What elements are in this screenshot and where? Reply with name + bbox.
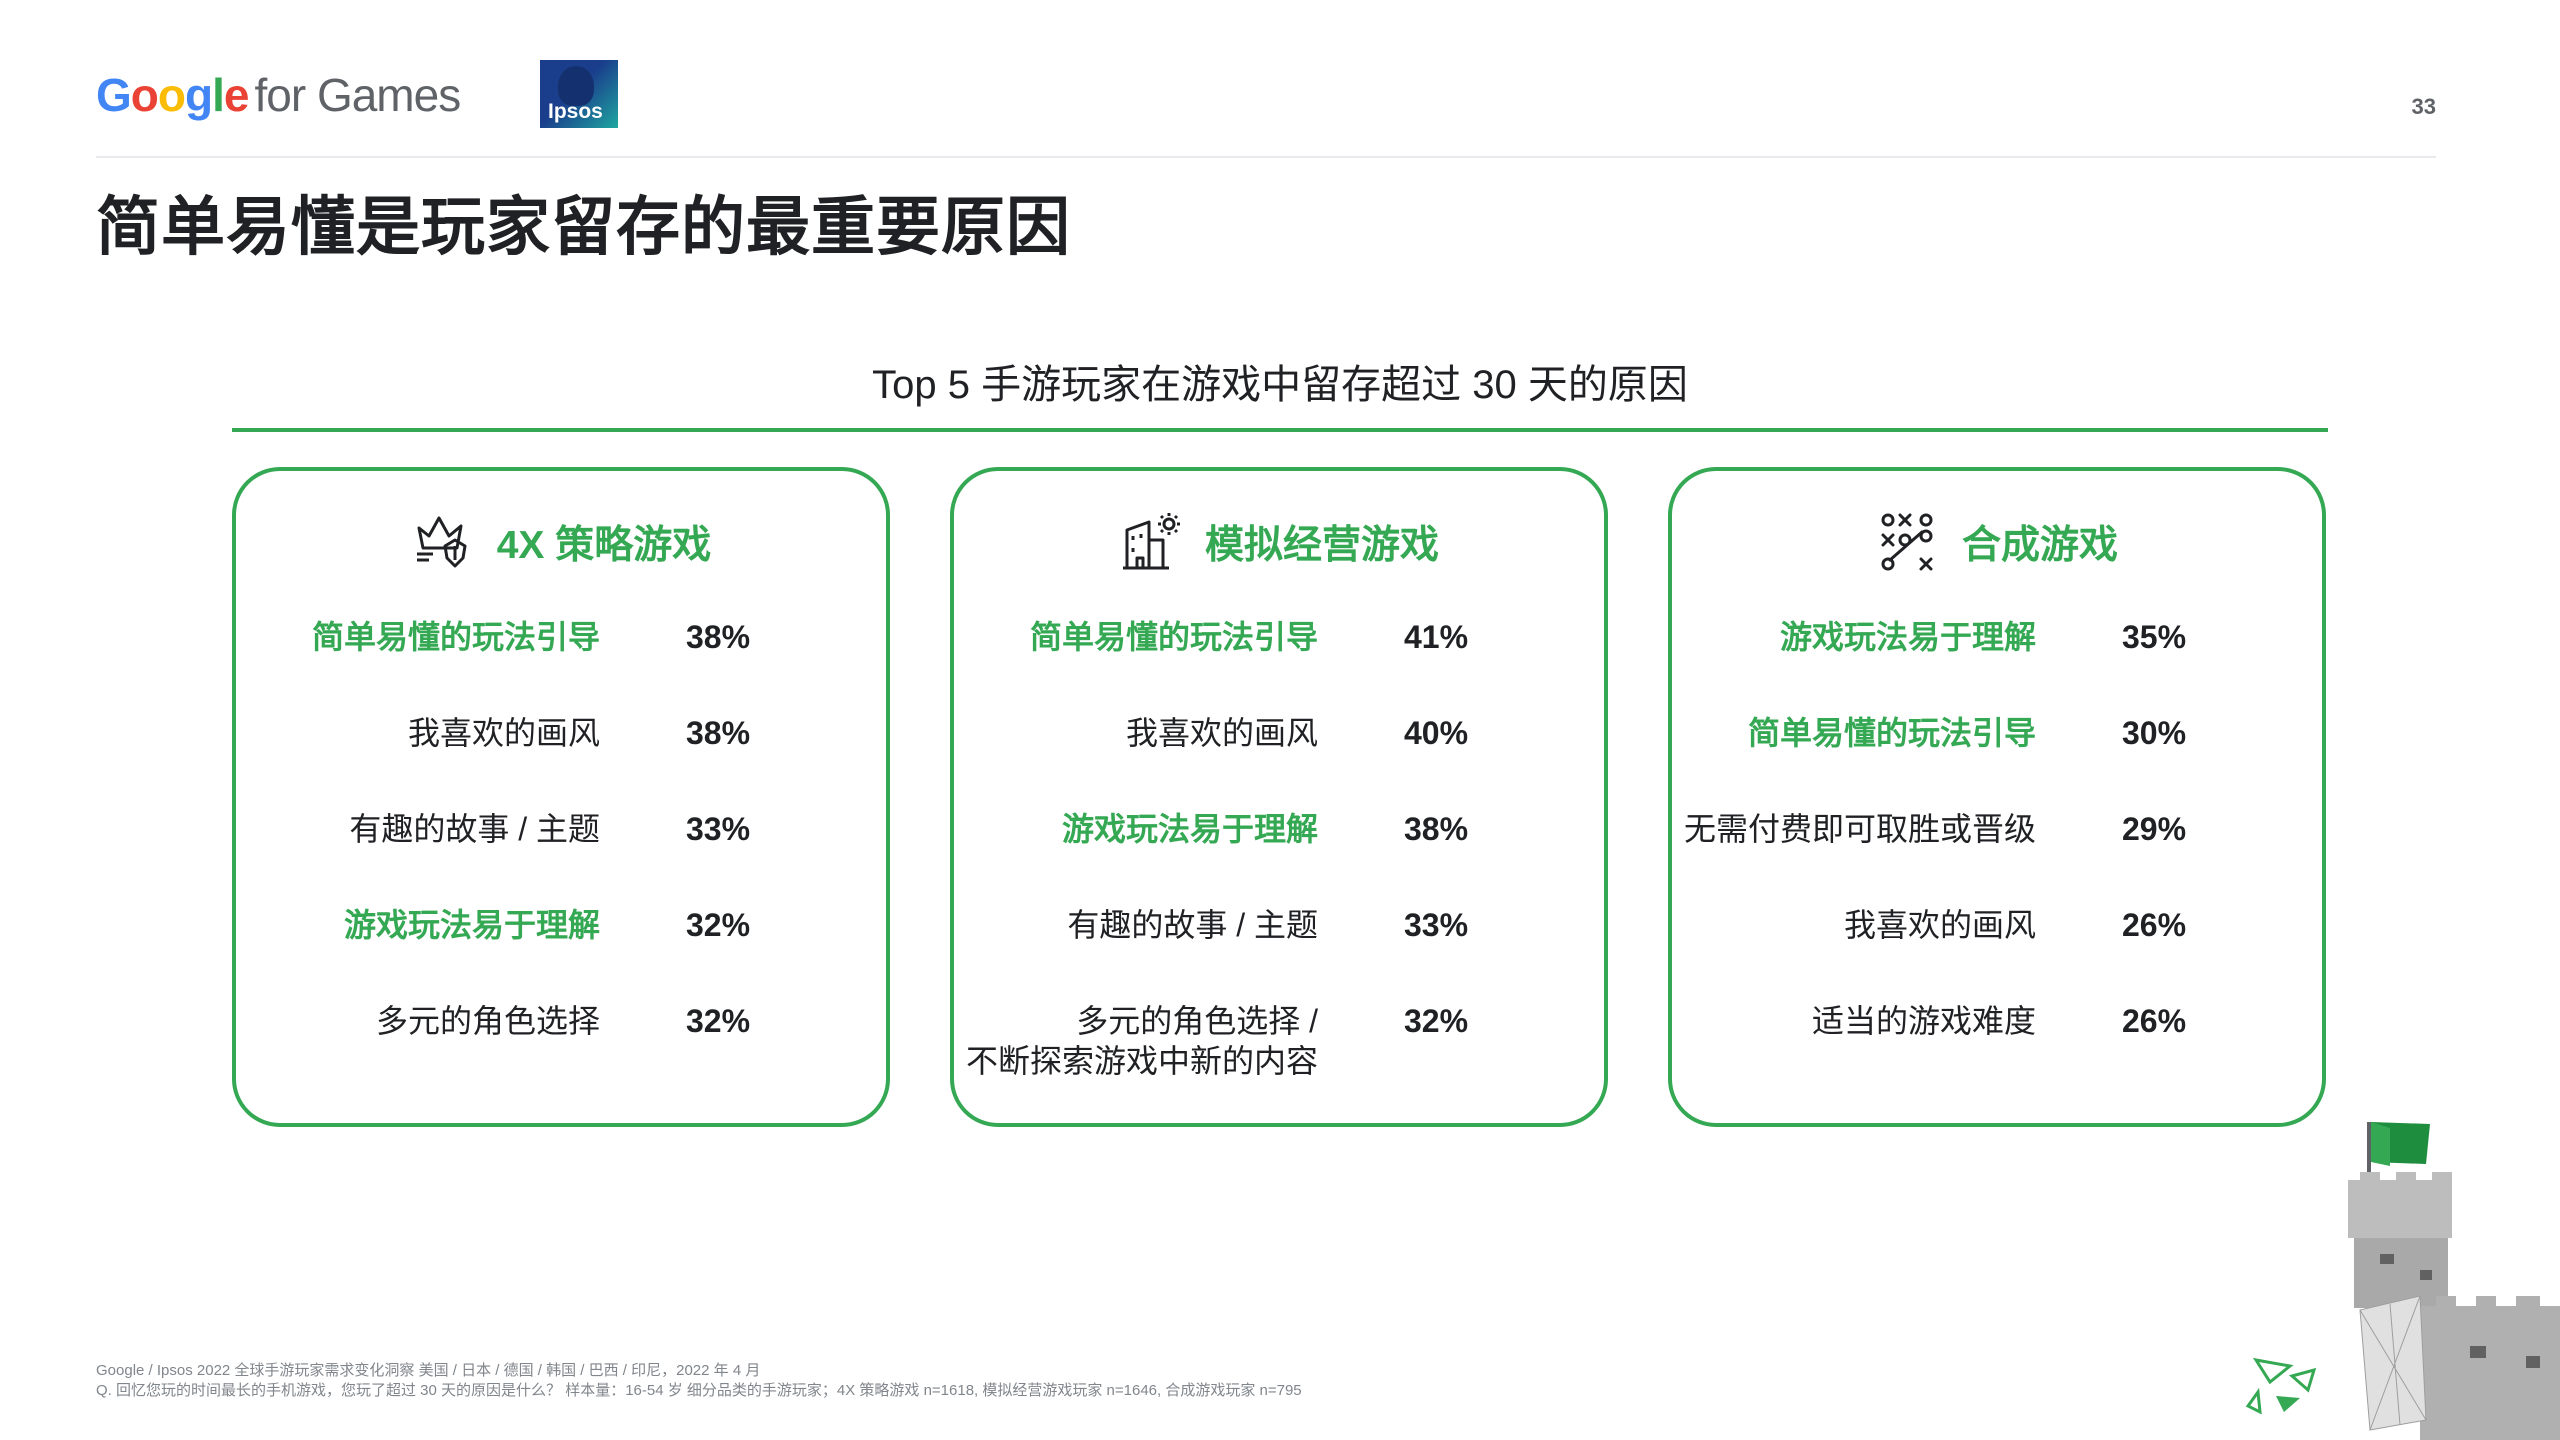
lower-battlement [2420,1296,2560,1440]
tower-window [2470,1346,2486,1358]
reason-percent: 38% [686,715,751,751]
reason-label: 多元的角色选择 [375,1003,600,1039]
tower-battlement [2348,1172,2452,1238]
reason-percent: 38% [686,619,751,655]
card-header: 4X 策略游戏 [236,507,886,577]
castle-illustration [2245,1122,2560,1440]
reason-label-line2: 不断探索游戏中新的内容 [965,1043,1318,1079]
tower-window [2380,1254,2394,1264]
reason-label: 我喜欢的画风 [1125,715,1318,751]
green-triangle [2288,1367,2317,1393]
reason-label: 简单易懂的玩法引导 [311,619,600,655]
building-sun-icon [1122,513,1180,570]
tic-tac-toe-icon [1881,513,1933,571]
reason-label: 我喜欢的画风 [407,715,600,751]
card-header: 模拟经营游戏 [954,507,1604,577]
reason-percent: 29% [2122,811,2187,847]
green-triangle [2252,1357,2294,1385]
reason-percent: 32% [686,907,751,943]
header-divider [96,156,2436,158]
footnote-line: Q. 回忆您玩的时间最长的手机游戏，您玩了超过 30 天的原因是什么？ 样本量：… [96,1382,1302,1399]
ipsos-head-shape [558,66,594,106]
reason-percent: 38% [1404,811,1469,847]
reason-percent: 33% [1404,907,1469,943]
tower-window [2526,1356,2540,1368]
card-simulation: 模拟经营游戏 简单易懂的玩法引导 41% 我喜欢的画风 40% 游戏玩法易于理解… [950,467,1608,1127]
page-title: 简单易懂是玩家留存的最重要原因 [96,191,1071,263]
reason-percent: 35% [2122,619,2187,655]
reason-label: 简单易懂的玩法引导 [1747,715,2036,751]
card-4x-strategy: 4X 策略游戏 简单易懂的玩法引导 38% 我喜欢的画风 38% 有趣的故事 /… [232,467,890,1127]
wire-base [2359,1295,2427,1431]
card-title: 合成游戏 [1961,524,2118,567]
green-triangle [2245,1387,2262,1415]
reason-percent: 32% [1404,1003,1469,1039]
google-wordmark: Google [96,69,249,121]
reason-percent: 26% [2122,907,2187,943]
reason-label: 有趣的故事 / 主题 [349,811,600,847]
google-for-games-logo: Google for Games [96,68,461,122]
reason-label: 简单易懂的玩法引导 [1029,619,1318,655]
reason-label: 多元的角色选择 / [1076,1003,1318,1039]
reason-label: 无需付费即可取胜或晋级 [1683,811,2036,847]
reason-label: 适当的游戏难度 [1811,1003,2036,1039]
ipsos-logo-text: Ipsos [548,100,603,123]
reason-label: 游戏玩法易于理解 [1779,619,2036,655]
logo-suffix: for Games [254,69,461,121]
page-number: 33 [2411,94,2436,119]
tower-window [2420,1270,2432,1280]
reason-percent: 41% [1404,619,1469,655]
reason-percent: 32% [686,1003,751,1039]
green-triangle [2276,1396,2300,1412]
reason-percent: 30% [2122,715,2187,751]
tower-body [2354,1238,2448,1308]
reason-percent: 26% [2122,1003,2187,1039]
source-footnote: Google / Ipsos 2022 全球手游玩家需求变化洞察 美国 / 日本… [96,1361,1302,1401]
reason-percent: 33% [686,811,751,847]
card-merge: 合成游戏 游戏玩法易于理解 35% 简单易懂的玩法引导 30% 无需付费即可取胜… [1668,467,2326,1127]
reason-label: 游戏玩法易于理解 [1061,811,1318,847]
reason-label: 我喜欢的画风 [1843,907,2036,943]
card-header: 合成游戏 [1672,507,2322,577]
reason-label: 游戏玩法易于理解 [343,907,600,943]
reason-label: 有趣的故事 / 主题 [1067,907,1318,943]
card-title: 模拟经营游戏 [1204,524,1439,567]
card-title: 4X 策略游戏 [496,524,712,567]
header: Google for Games Ipsos 33 [96,60,2436,156]
reason-percent: 40% [1404,715,1469,751]
strategy-crown-icon [416,516,467,568]
section-subtitle: Top 5 手游玩家在游戏中留存超过 30 天的原因 [872,363,1688,407]
wire-lines [2359,1295,2427,1431]
ipsos-logo: Ipsos [540,60,618,128]
footnote-line: Google / Ipsos 2022 全球手游玩家需求变化洞察 美国 / 日本… [96,1362,761,1379]
subtitle-divider [232,428,2328,432]
flag-pole [2367,1122,2371,1182]
flag-fold [2371,1122,2390,1166]
